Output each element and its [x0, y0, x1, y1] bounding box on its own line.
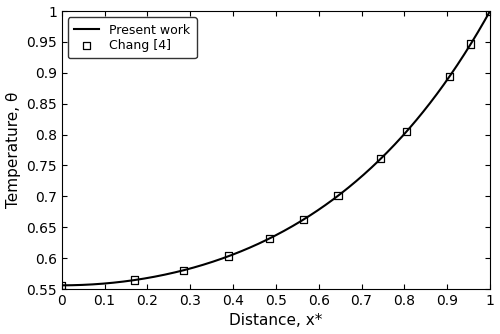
- Chang [4]: [466, 41, 474, 47]
- Chang [4]: [58, 283, 66, 288]
- Chang [4]: [486, 8, 494, 14]
- Present work: [58, 283, 64, 287]
- Y-axis label: Temperature, θ: Temperature, θ: [6, 92, 20, 208]
- Present work: [262, 238, 268, 242]
- Chang [4]: [300, 217, 308, 222]
- Present work: [476, 27, 482, 31]
- Chang [4]: [334, 193, 342, 198]
- Present work: [264, 237, 270, 241]
- Chang [4]: [266, 236, 274, 241]
- Chang [4]: [402, 129, 410, 134]
- Chang [4]: [377, 156, 385, 161]
- Chang [4]: [180, 268, 188, 273]
- Line: Present work: Present work: [62, 11, 490, 285]
- Present work: [290, 223, 296, 227]
- Present work: [487, 9, 493, 13]
- Chang [4]: [130, 278, 138, 283]
- Chang [4]: [446, 74, 454, 79]
- Chang [4]: [225, 254, 233, 259]
- X-axis label: Distance, x*: Distance, x*: [229, 313, 322, 328]
- Legend: Present work, Chang [4]: Present work, Chang [4]: [68, 17, 196, 58]
- Present work: [314, 209, 320, 213]
- Present work: [410, 122, 416, 126]
